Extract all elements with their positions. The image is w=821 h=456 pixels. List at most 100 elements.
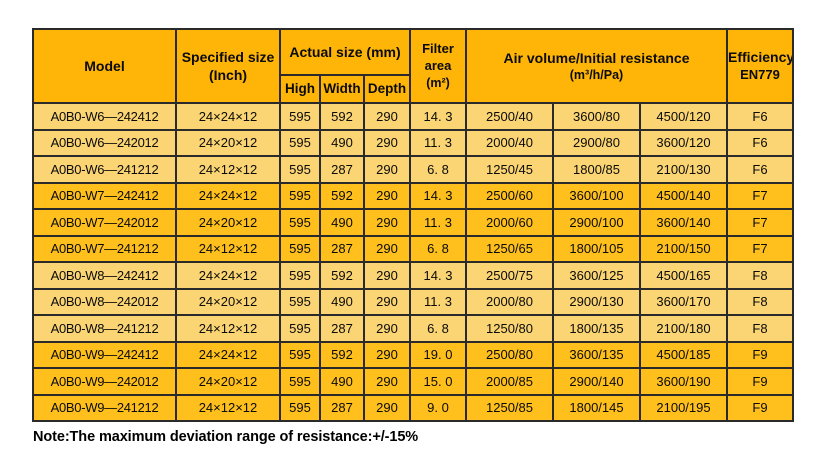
air-volume-2-cell: 2900/100 xyxy=(552,208,641,237)
table-row: A0B0-W7—241212 24×12×12 595 287 290 6. 8 1250/… xyxy=(32,234,794,263)
model-cell: A0B0-W6—242412 xyxy=(32,102,177,131)
efficiency-cell: F6 xyxy=(726,155,794,184)
depth-cell: 290 xyxy=(363,287,411,316)
specified-size-cell: 24×12×12 xyxy=(175,393,281,422)
width-cell: 287 xyxy=(319,155,365,184)
table-row: A0B0-W6—242012 24×20×12 595 490 290 11. 3 2000… xyxy=(32,128,794,157)
specified-size-label: Specified size xyxy=(181,48,275,65)
air-volume-2-cell: 1800/135 xyxy=(552,314,641,343)
high-cell: 595 xyxy=(279,155,321,184)
air-volume-1-cell: 2500/40 xyxy=(465,102,554,131)
specified-size-cell: 24×20×12 xyxy=(175,208,281,237)
air-volume-3-cell: 3600/140 xyxy=(639,208,728,237)
depth-cell: 290 xyxy=(363,393,411,422)
air-volume-2-cell: 2900/140 xyxy=(552,367,641,396)
width-cell: 287 xyxy=(319,393,365,422)
width-cell: 490 xyxy=(319,367,365,396)
col-header-width: Width xyxy=(319,74,365,104)
air-volume-2-cell: 3600/100 xyxy=(552,181,641,210)
air-volume-3-cell: 4500/140 xyxy=(639,181,728,210)
model-cell: A0B0-W9—242412 xyxy=(32,340,177,369)
air-volume-1-cell: 1250/65 xyxy=(465,234,554,263)
filter-area-cell: 9. 0 xyxy=(409,393,467,422)
air-volume-1-cell: 1250/80 xyxy=(465,314,554,343)
width-cell: 490 xyxy=(319,128,365,157)
air-volume-1-cell: 2500/60 xyxy=(465,181,554,210)
air-volume-3-cell: 2100/130 xyxy=(639,155,728,184)
width-cell: 592 xyxy=(319,261,365,290)
col-header-specified-size: Specified size (Inch) xyxy=(175,28,281,104)
model-cell: A0B0-W9—242012 xyxy=(32,367,177,396)
depth-cell: 290 xyxy=(363,155,411,184)
filter-area-cell: 14. 3 xyxy=(409,102,467,131)
high-cell: 595 xyxy=(279,128,321,157)
high-cell: 595 xyxy=(279,261,321,290)
air-volume-1-cell: 2500/75 xyxy=(465,261,554,290)
actual-size-label: Actual size (mm) xyxy=(289,43,401,60)
width-cell: 287 xyxy=(319,234,365,263)
table-row: A0B0-W6—241212 24×12×12 595 287 290 6. 8 1250/… xyxy=(32,155,794,184)
filter-area-cell: 6. 8 xyxy=(409,155,467,184)
high-cell: 595 xyxy=(279,181,321,210)
efficiency-label: Efficiency xyxy=(728,49,793,66)
specified-size-unit: (Inch) xyxy=(208,67,248,83)
model-cell: A0B0-W6—242012 xyxy=(32,128,177,157)
table-row: A0B0-W7—242412 24×24×12 595 592 290 14. 3 2500… xyxy=(32,181,794,210)
specified-size-cell: 24×24×12 xyxy=(175,340,281,369)
depth-cell: 290 xyxy=(363,340,411,369)
table-row: A0B0-W9—242412 24×24×12 595 592 290 19. 0 2500… xyxy=(32,340,794,369)
specified-size-cell: 24×20×12 xyxy=(175,128,281,157)
filter-area-label-2: area xyxy=(424,57,452,73)
air-volume-label: Air volume/Initial resistance xyxy=(503,49,690,66)
specified-size-cell: 24×20×12 xyxy=(175,287,281,316)
efficiency-cell: F7 xyxy=(726,234,794,263)
width-cell: 592 xyxy=(319,181,365,210)
air-volume-1-cell: 1250/45 xyxy=(465,155,554,184)
depth-cell: 290 xyxy=(363,102,411,131)
high-cell: 595 xyxy=(279,340,321,369)
col-header-depth: Depth xyxy=(363,74,411,104)
depth-cell: 290 xyxy=(363,234,411,263)
depth-cell: 290 xyxy=(363,181,411,210)
col-header-filter-area: Filter area (m²) xyxy=(409,28,467,104)
filter-area-cell: 6. 8 xyxy=(409,314,467,343)
filter-area-cell: 6. 8 xyxy=(409,234,467,263)
specified-size-cell: 24×24×12 xyxy=(175,102,281,131)
high-cell: 595 xyxy=(279,287,321,316)
model-cell: A0B0-W7—242012 xyxy=(32,208,177,237)
efficiency-cell: F8 xyxy=(726,261,794,290)
air-volume-1-cell: 1250/85 xyxy=(465,393,554,422)
air-volume-2-cell: 1800/105 xyxy=(552,234,641,263)
table-row: A0B0-W9—241212 24×12×12 595 287 290 9. 0 1250/… xyxy=(32,393,794,422)
efficiency-cell: F8 xyxy=(726,287,794,316)
air-volume-1-cell: 2000/85 xyxy=(465,367,554,396)
filter-area-cell: 14. 3 xyxy=(409,181,467,210)
depth-cell: 290 xyxy=(363,128,411,157)
filter-spec-table: Model Specified size (Inch) Actual size … xyxy=(32,28,794,422)
specified-size-cell: 24×24×12 xyxy=(175,181,281,210)
air-volume-1-cell: 2000/60 xyxy=(465,208,554,237)
air-volume-2-cell: 2900/130 xyxy=(552,287,641,316)
filter-area-cell: 19. 0 xyxy=(409,340,467,369)
air-volume-3-cell: 2100/180 xyxy=(639,314,728,343)
model-cell: A0B0-W8—242412 xyxy=(32,261,177,290)
model-cell: A0B0-W8—241212 xyxy=(32,314,177,343)
col-header-model: Model xyxy=(32,28,177,104)
width-cell: 490 xyxy=(319,208,365,237)
depth-cell: 290 xyxy=(363,208,411,237)
specified-size-cell: 24×24×12 xyxy=(175,261,281,290)
model-cell: A0B0-W7—242412 xyxy=(32,181,177,210)
filter-area-unit: (m²) xyxy=(426,75,450,90)
table-row: A0B0-W8—242012 24×20×12 595 490 290 11. 3 2000… xyxy=(32,287,794,316)
depth-cell: 290 xyxy=(363,261,411,290)
width-cell: 287 xyxy=(319,314,365,343)
air-volume-2-cell: 3600/80 xyxy=(552,102,641,131)
high-cell: 595 xyxy=(279,234,321,263)
width-cell: 592 xyxy=(319,102,365,131)
high-cell: 595 xyxy=(279,314,321,343)
air-volume-3-cell: 4500/185 xyxy=(639,340,728,369)
model-cell: A0B0-W8—242012 xyxy=(32,287,177,316)
specified-size-cell: 24×12×12 xyxy=(175,155,281,184)
note-text: Note:The maximum deviation range of resi… xyxy=(33,429,419,445)
col-header-air-volume: Air volume/Initial resistance (m³/h/Pa) xyxy=(465,28,728,104)
